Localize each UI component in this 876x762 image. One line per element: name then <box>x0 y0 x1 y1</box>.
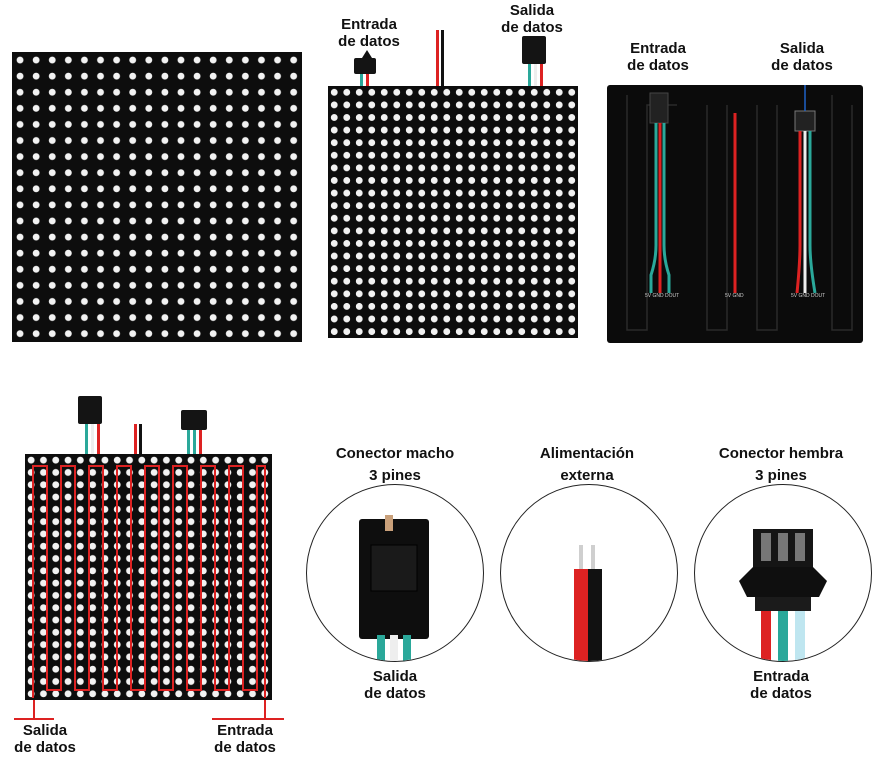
label-female-connector: Conector hembra 3 pines <box>718 445 844 484</box>
label-external-power: Alimentación externa <box>539 445 635 484</box>
male-connector-icon <box>359 515 429 661</box>
input-arrow-icon <box>362 50 372 58</box>
wire <box>528 64 531 86</box>
output-marker-line <box>14 718 54 720</box>
label-data-input-top-mid: Entrada de datos <box>338 16 400 50</box>
wire <box>193 430 196 454</box>
led-matrix-panel-back: 5V GND DOUT 5V GND 5V GND DOUT <box>607 85 863 343</box>
output-connector-bottom <box>78 396 102 424</box>
label-male-connector: Conector macho 3 pines <box>335 445 455 484</box>
led-matrix-panel-front <box>12 52 302 342</box>
wire <box>540 64 543 86</box>
pad-labels-right: 5V GND DOUT <box>791 293 826 299</box>
wire <box>91 424 94 454</box>
output-connector-mid <box>522 36 546 64</box>
female-connector-closeup <box>694 484 872 662</box>
data-path-overlay <box>32 465 266 698</box>
power-wire-red <box>436 30 439 86</box>
label-data-output-bottom-left: Salida de datos <box>14 722 76 756</box>
panel-back-drawing <box>626 85 853 331</box>
input-connector-bottom <box>181 410 207 430</box>
wire <box>366 74 369 86</box>
wire <box>187 430 190 454</box>
input-marker-line <box>212 718 284 720</box>
male-connector-closeup <box>306 484 484 662</box>
wire <box>97 424 100 454</box>
wire <box>360 74 363 86</box>
caption-male-data-output: Salida de datos <box>364 668 426 702</box>
external-power-closeup <box>500 484 678 662</box>
output-marker-tick <box>33 700 35 718</box>
wire <box>85 424 88 454</box>
power-cable-icon <box>574 545 602 661</box>
input-connector-mid <box>354 58 376 74</box>
label-data-input-bottom-left: Entrada de datos <box>214 722 276 756</box>
input-marker-tick <box>264 700 266 718</box>
led-matrix-panel-data-path <box>25 454 272 700</box>
pad-labels-middle: 5V GND <box>725 293 744 299</box>
female-connector-icon <box>739 529 827 661</box>
label-data-output-top-mid: Salida de datos <box>501 2 563 36</box>
power-wire-black <box>139 424 142 454</box>
led-matrix-panel-with-connectors <box>328 86 578 338</box>
label-data-output-top-right: Salida de datos <box>771 40 833 74</box>
power-wire-black <box>441 30 444 86</box>
pad-labels-left: 5V GND DOUT <box>645 293 680 299</box>
power-wire-red <box>134 424 137 454</box>
caption-female-data-input: Entrada de datos <box>750 668 812 702</box>
label-data-input-top-right: Entrada de datos <box>627 40 689 74</box>
wire <box>534 64 537 86</box>
wire <box>199 430 202 454</box>
